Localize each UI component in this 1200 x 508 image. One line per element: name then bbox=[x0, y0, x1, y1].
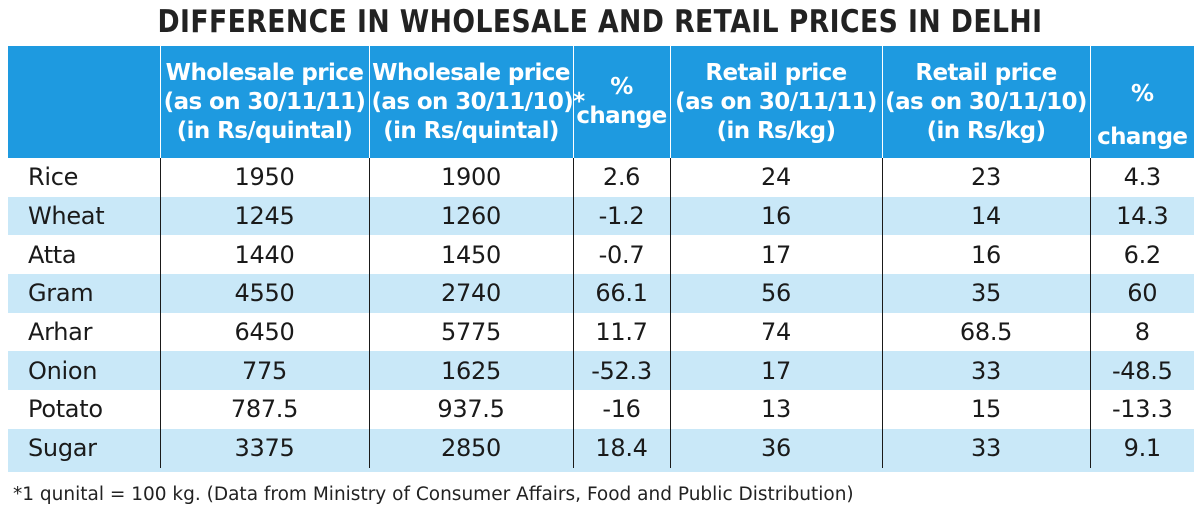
cell-retail-2010: 35 bbox=[881, 274, 1091, 313]
cell-wholesale-change: 11.7 bbox=[572, 312, 671, 352]
cell-retail-2011: 16 bbox=[669, 196, 883, 236]
cell-retail-change: 6.2 bbox=[1089, 235, 1194, 275]
cell-retail-2011: 74 bbox=[669, 312, 883, 352]
table-row: Gram 4550 2740 66.1 56 35 60 bbox=[8, 274, 1194, 313]
cell-retail-2010: 15 bbox=[881, 390, 1091, 429]
cell-wholesale-2010: 2850 bbox=[368, 428, 574, 468]
table-row: Rice 1950 1900 2.6 24 23 4.3 bbox=[8, 158, 1194, 197]
table-row: Sugar 3375 2850 18.4 36 33 9.1 bbox=[8, 428, 1194, 468]
cell-retail-change: -13.3 bbox=[1089, 390, 1194, 429]
cell-item: Onion bbox=[8, 351, 161, 391]
table-row: Onion 775 1625 -52.3 17 33 -48.5 bbox=[8, 351, 1194, 391]
cell-retail-2011: 17 bbox=[669, 351, 883, 391]
footnote: *1 qunital = 100 kg. (Data from Ministry… bbox=[13, 484, 854, 505]
cell-wholesale-change: -52.3 bbox=[572, 351, 671, 391]
cell-item: Atta bbox=[8, 235, 161, 275]
cell-wholesale-2010: 2740 bbox=[368, 274, 574, 313]
cell-wholesale-2011: 4550 bbox=[159, 274, 370, 313]
cell-retail-2011: 13 bbox=[669, 390, 883, 429]
cell-retail-change: -48.5 bbox=[1089, 351, 1194, 391]
header-row: Wholesale price (as on 30/11/11) (in Rs/… bbox=[8, 46, 1194, 158]
cell-item: Rice bbox=[8, 158, 161, 197]
cell-wholesale-change: -0.7 bbox=[572, 235, 671, 275]
cell-retail-change: 14.3 bbox=[1089, 196, 1194, 236]
header-retail-change: % change bbox=[1089, 46, 1194, 158]
cell-retail-2010: 33 bbox=[881, 351, 1091, 391]
cell-wholesale-change: -1.2 bbox=[572, 196, 671, 236]
cell-item: Wheat bbox=[8, 196, 161, 236]
table-row: Atta 1440 1450 -0.7 17 16 6.2 bbox=[8, 235, 1194, 275]
cell-wholesale-2010: 1260 bbox=[368, 196, 574, 236]
cell-retail-2010: 68.5 bbox=[881, 312, 1091, 352]
header-retail-2011: Retail price (as on 30/11/11) (in Rs/kg) bbox=[669, 46, 883, 158]
cell-wholesale-2011: 787.5 bbox=[159, 390, 370, 429]
cell-retail-2010: 14 bbox=[881, 196, 1091, 236]
cell-wholesale-2010: 1450 bbox=[368, 235, 574, 275]
cell-retail-2011: 36 bbox=[669, 428, 883, 468]
cell-wholesale-change: 66.1 bbox=[572, 274, 671, 313]
cell-wholesale-2010: 937.5 bbox=[368, 390, 574, 429]
cell-retail-2010: 16 bbox=[881, 235, 1091, 275]
header-retail-2010: Retail price (as on 30/11/10) (in Rs/kg) bbox=[881, 46, 1091, 158]
cell-wholesale-change: -16 bbox=[572, 390, 671, 429]
table-row: Wheat 1245 1260 -1.2 16 14 14.3 bbox=[8, 196, 1194, 236]
cell-retail-2011: 56 bbox=[669, 274, 883, 313]
cell-retail-change: 9.1 bbox=[1089, 428, 1194, 468]
cell-wholesale-2010: 1900 bbox=[368, 158, 574, 197]
header-wholesale-change: % change bbox=[572, 46, 671, 158]
cell-wholesale-2010: 5775 bbox=[368, 312, 574, 352]
header-commodity bbox=[8, 46, 161, 158]
cell-retail-change: 4.3 bbox=[1089, 158, 1194, 197]
cell-item: Potato bbox=[8, 390, 161, 429]
header-wholesale-2011: Wholesale price (as on 30/11/11) (in Rs/… bbox=[159, 46, 370, 158]
cell-wholesale-2011: 1245 bbox=[159, 196, 370, 236]
cell-retail-2010: 33 bbox=[881, 428, 1091, 468]
cell-item: Arhar bbox=[8, 312, 161, 352]
chart-title: DIFFERENCE IN WHOLESALE AND RETAIL PRICE… bbox=[157, 4, 1043, 40]
cell-retail-change: 60 bbox=[1089, 274, 1194, 313]
cell-wholesale-2011: 1950 bbox=[159, 158, 370, 197]
table-row: Arhar 6450 5775 11.7 74 68.5 8 bbox=[8, 312, 1194, 352]
cell-retail-2011: 17 bbox=[669, 235, 883, 275]
price-table: Wholesale price (as on 30/11/11) (in Rs/… bbox=[8, 46, 1194, 468]
cell-wholesale-2010: 1625 bbox=[368, 351, 574, 391]
cell-wholesale-2011: 1440 bbox=[159, 235, 370, 275]
table-row: Potato 787.5 937.5 -16 13 15 -13.3 bbox=[8, 390, 1194, 429]
header-wholesale-2010: Wholesale price (as on 30/11/10)* (in Rs… bbox=[368, 46, 585, 158]
cell-wholesale-2011: 6450 bbox=[159, 312, 370, 352]
cell-item: Sugar bbox=[8, 428, 161, 468]
cell-wholesale-2011: 775 bbox=[159, 351, 370, 391]
cell-retail-2010: 23 bbox=[881, 158, 1091, 197]
cell-wholesale-2011: 3375 bbox=[159, 428, 370, 468]
cell-retail-2011: 24 bbox=[669, 158, 883, 197]
cell-retail-change: 8 bbox=[1089, 312, 1194, 352]
cell-item: Gram bbox=[8, 274, 161, 313]
cell-wholesale-change: 2.6 bbox=[572, 158, 671, 197]
cell-wholesale-change: 18.4 bbox=[572, 428, 671, 468]
